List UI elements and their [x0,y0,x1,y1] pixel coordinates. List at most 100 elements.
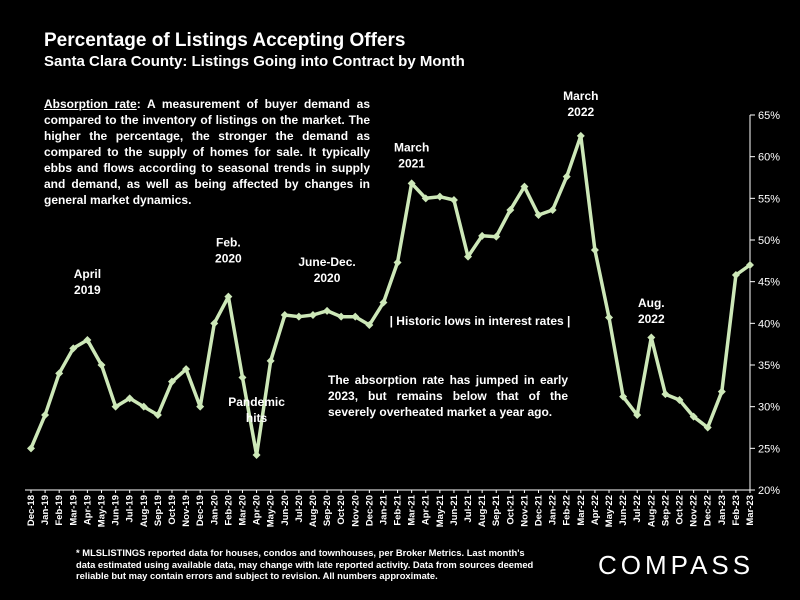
y-tick-label: 20% [758,485,780,497]
x-tick-label: Jun-20 [280,495,291,526]
footnote: * MLSLISTINGS reported data for houses, … [76,547,534,581]
x-tick-label: May-22 [604,495,615,527]
data-point-Jan-23 [717,387,726,396]
annotation-line: | Historic lows in interest rates | [390,314,571,328]
x-tick-label: Oct-20 [336,495,347,525]
data-point-Apr-22 [590,246,599,254]
x-tick-label: Feb-22 [562,495,573,526]
x-tick-label: Apr-20 [252,495,263,525]
annotation-line: March [563,89,598,103]
y-tick-label: 25% [758,443,780,455]
data-point-Dec-20 [365,321,374,329]
data-point-Feb-20 [224,292,233,301]
data-point-May-19 [97,361,106,369]
absorption-description: Absorption rate: A measurement of buyer … [44,96,370,208]
y-tick-label: 30% [758,402,780,414]
data-point-Feb-22 [562,172,571,181]
x-tick-label: May-20 [266,495,277,527]
x-tick-label: Feb-19 [54,495,65,526]
x-tick-label: Jan-19 [40,495,51,525]
data-point-Dec-21 [534,211,543,219]
x-tick-label: Nov-20 [350,495,361,527]
data-point-Apr-19 [83,336,92,344]
data-point-Jul-19 [125,394,134,403]
annotation-Sep-21: | Historic lows in interest rates | [390,314,571,328]
y-tick-label: 65% [758,110,780,122]
x-tick-label: Apr-21 [421,494,432,525]
data-point-Dec-19 [196,402,205,411]
x-tick-label: Jun-22 [618,495,629,526]
data-point-May-20 [266,356,275,365]
annotation-line: Aug. [638,296,665,310]
annotation-line: 2019 [74,283,101,297]
data-point-Jan-21 [379,298,388,307]
y-tick-label: 45% [758,277,780,289]
annotation-Apr-20: Pandemic hits [228,395,285,425]
data-point-Aug-21 [478,231,487,240]
data-point-Dec-18 [27,444,35,453]
x-tick-label: Jul-20 [294,495,305,522]
data-point-Sep-20 [323,306,332,315]
data-point-Mar-21 [407,179,416,188]
data-point-Jun-20 [280,311,289,319]
annotation-line: hits [246,411,268,425]
data-point-Jan-19 [41,411,50,419]
data-point-Apr-20 [252,451,261,459]
annotation-Mar-22: March 2022 [563,89,598,119]
x-tick-label: Mar-22 [576,495,587,526]
annotation-Apr-19: April 2019 [74,267,101,297]
data-point-Dec-22 [703,423,712,432]
data-point-Feb-19 [55,369,64,378]
x-tick-label: Sep-22 [660,495,671,526]
data-point-Mar-22 [576,131,585,140]
data-point-Jul-22 [633,411,642,419]
x-tick-label: Jul-22 [632,495,643,522]
x-tick-label: May-21 [435,494,446,527]
x-tick-label: Jun-19 [111,495,122,526]
data-point-Jun-21 [449,196,458,204]
data-point-Jul-20 [294,312,303,321]
series-line [29,134,752,457]
x-tick-label: Jan-21 [378,494,389,525]
annotation-line: June-Dec. [298,255,355,269]
annotation-Feb-20: Feb. 2020 [215,236,242,266]
x-tick-label: Aug-21 [477,494,488,527]
y-tick-label: 40% [758,318,780,330]
data-point-Nov-19 [182,365,191,374]
data-point-Oct-19 [167,377,176,386]
annotation-line: 2020 [314,271,341,285]
data-point-Feb-21 [393,258,402,267]
x-tick-label: Oct-22 [675,495,686,525]
x-tick-label: Dec-21 [534,494,545,526]
x-tick-label: Oct-21 [505,494,516,524]
x-tick-label: Sep-19 [153,495,164,526]
x-tick-label: Jul-21 [463,494,474,522]
series-line-group [27,131,754,459]
annotation-Mar-21: March 2021 [394,140,429,170]
data-point-Mar-20 [238,373,247,382]
data-point-Apr-21 [421,194,430,203]
compass-logo: COMPASS [598,550,755,580]
x-tick-label: Dec-18 [26,495,37,526]
annotation-line: 2022 [638,312,665,326]
x-tick-label: Aug-22 [646,495,657,527]
data-point-Jul-21 [464,252,473,261]
description-text: : A measurement of buyer demand as compa… [44,97,371,207]
x-tick-label: Feb-21 [393,494,404,525]
y-tick-label: 55% [758,193,780,205]
annotation-group: April 2019 Feb. 2020 Pandemic hits June-Dec. 20… [74,89,665,425]
x-tick-label: Jun-21 [449,494,460,525]
data-point-Nov-22 [689,412,698,421]
x-tick-label: Jan-23 [717,495,728,525]
data-point-Aug-19 [139,402,148,411]
x-tick-label: Jan-20 [209,495,220,525]
x-tick-label: Feb-23 [731,495,742,526]
x-tick-label: Sep-21 [491,494,502,526]
x-tick-label: Feb-20 [223,495,234,526]
chart-axes: 20%25%30%35%40%45%50%55%60%65%Dec-18 Jan-… [25,110,780,527]
data-point-Sep-19 [153,411,162,419]
x-tick-label: Aug-19 [139,495,150,527]
x-tick-label: Sep-20 [322,495,333,526]
data-point-Mar-23 [746,261,754,269]
data-point-Feb-23 [731,271,740,279]
